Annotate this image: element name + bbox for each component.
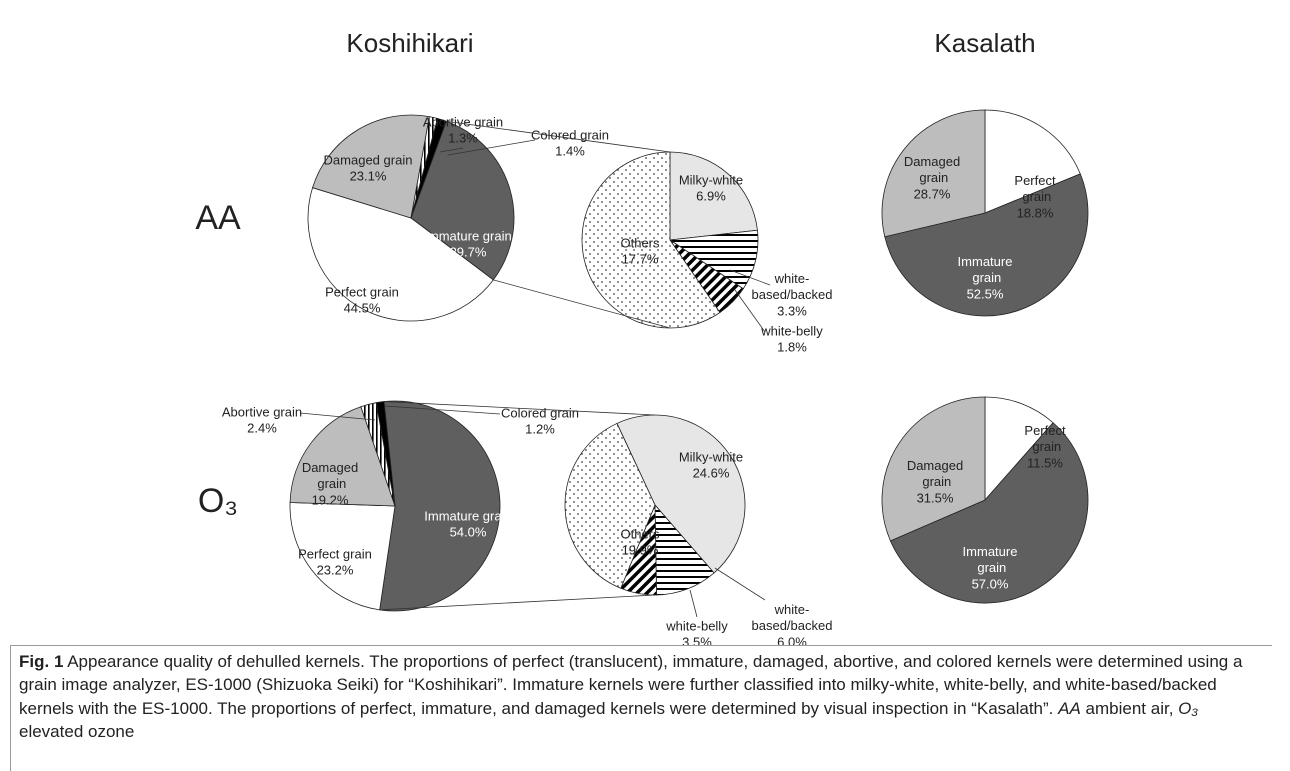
slice-label: Immature grain	[424, 228, 511, 243]
pie-slice	[889, 422, 1089, 604]
value-label: 28.7%	[914, 186, 951, 201]
pie-slice	[669, 151, 758, 241]
caption: Fig. 1 Appearance quality of dehulled ke…	[10, 645, 1272, 771]
slice-label: white-based/backed	[752, 602, 833, 633]
value-label: 11.5%	[1027, 455, 1063, 470]
pie-slice	[289, 502, 396, 611]
caption-text: O₃	[1178, 698, 1199, 718]
value-label: 17.7%	[622, 251, 659, 266]
value-label: 23.1%	[350, 168, 387, 183]
value-label: 52.5%	[967, 286, 1004, 301]
leader-line	[439, 147, 464, 153]
pie-slice	[881, 109, 986, 238]
connector-line	[446, 120, 671, 153]
value-label: 19.9%	[622, 542, 659, 557]
caption-text: ambient air,	[1080, 698, 1179, 718]
caption-text: Appearance quality of dehulled kernels. …	[19, 652, 1243, 718]
row-header: AA	[195, 199, 241, 237]
leader-line	[299, 412, 376, 421]
leader-line	[384, 405, 501, 415]
slice-label: Milky-white	[679, 449, 743, 464]
leader-line	[689, 589, 698, 618]
leader-line	[714, 567, 766, 601]
value-label: 6.0%	[777, 634, 807, 645]
pie-slice	[564, 422, 656, 589]
slice-label: white-belly	[760, 323, 823, 338]
value-label: 23.2%	[317, 562, 354, 577]
caption-label: Fig. 1	[19, 652, 64, 671]
slice-label: Perfect grain	[325, 284, 399, 299]
pie-slice	[307, 187, 494, 322]
value-label: 6.9%	[696, 188, 726, 203]
pie-slice	[984, 396, 1054, 502]
value-label: 1.4%	[555, 143, 585, 158]
value-label: 31.5%	[917, 490, 954, 505]
figure: Koshihikari Kasalath AA O₃ Immature grai…	[195, 28, 1089, 645]
column-header: Kasalath	[934, 28, 1035, 58]
value-label: 3.5%	[682, 634, 712, 645]
pie-slice	[881, 396, 986, 542]
slice-label: Perfect grain	[298, 546, 372, 561]
value-label: 3.3%	[777, 303, 807, 318]
slice-label: white-belly	[665, 618, 728, 633]
value-label: 54.0%	[450, 524, 487, 539]
slice-label: Colored grain	[501, 405, 579, 420]
leader-line	[729, 269, 771, 286]
slice-label: Perfect grain	[1014, 173, 1056, 204]
value-label: 29.7%	[450, 244, 487, 259]
slice-label: Perfect grain	[1024, 423, 1066, 454]
connector-line	[379, 594, 656, 611]
caption-text: elevated ozone	[19, 721, 135, 741]
row-header: O₃	[198, 482, 238, 520]
value-label: 1.2%	[525, 421, 555, 436]
pie-slice	[375, 401, 396, 507]
pie-slice	[312, 114, 430, 219]
pie-slice	[410, 120, 515, 281]
slice-label: Damaged grain	[904, 154, 960, 185]
slice-label: Abortive grain	[423, 114, 503, 129]
slice-label: Damaged grain	[302, 460, 358, 491]
value-label: 2.4%	[247, 420, 277, 435]
pie-slice	[616, 414, 746, 574]
pie-slice	[581, 151, 721, 329]
pie-slice	[289, 406, 396, 507]
slice-label: Milky-white	[679, 172, 743, 187]
value-label: 57.0%	[972, 576, 1009, 591]
slice-label: Colored grain	[531, 127, 609, 142]
value-label: 18.8%	[1017, 205, 1054, 220]
connector-line	[384, 401, 656, 416]
value-label: 1.8%	[777, 339, 807, 354]
caption-text: AA	[1058, 698, 1081, 718]
slice-label: Immature grain	[424, 508, 511, 523]
pie-slice	[984, 109, 1081, 214]
slice-label: white-based/backed	[752, 271, 833, 302]
value-label: 19.2%	[312, 492, 349, 507]
slice-label: Immature grain	[958, 254, 1013, 285]
value-label: 44.5%	[344, 300, 381, 315]
slice-label: Abortive grain	[222, 404, 302, 419]
slice-label: Damaged grain	[324, 152, 413, 167]
slice-label: Damaged grain	[907, 458, 963, 489]
connector-line	[493, 279, 671, 329]
pie-slice	[410, 118, 447, 219]
leader-line	[447, 139, 536, 156]
leader-line	[734, 289, 766, 333]
slice-label: Immature grain	[963, 544, 1018, 575]
value-label: 1.3%	[448, 130, 478, 145]
slice-label: Others	[620, 526, 660, 541]
value-label: 24.6%	[693, 465, 730, 480]
column-header: Koshihikari	[346, 28, 473, 58]
pie-slice	[379, 400, 501, 612]
slice-label: Others	[620, 235, 660, 250]
pie-slice	[884, 173, 1089, 317]
